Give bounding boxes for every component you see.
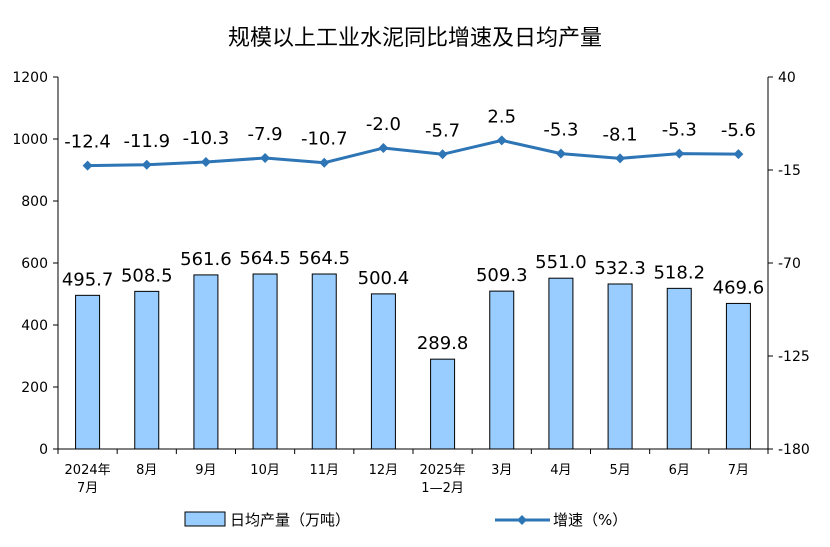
left-tick-label: 0 (39, 442, 48, 458)
bar (725, 302, 751, 450)
bar-data-label: 518.2 (653, 262, 705, 283)
growth-point (674, 148, 685, 159)
x-tick-label: 5月 (609, 463, 630, 478)
line-data-label: -5.7 (425, 120, 460, 141)
x-tick-label: 3月 (491, 463, 512, 478)
bar-data-label: 508.5 (121, 265, 173, 286)
bar-data-label: 509.3 (476, 265, 528, 286)
bar-data-label: 564.5 (239, 248, 291, 269)
line-data-label: -10.3 (183, 128, 230, 149)
growth-line (87, 138, 739, 168)
line-data-label: 2.5 (487, 106, 516, 127)
right-tick-label: -180 (778, 442, 810, 458)
bar-data-label: 561.6 (180, 249, 232, 270)
x-tick-label-line: 3月 (491, 463, 512, 478)
line-data-label: -5.3 (543, 120, 578, 141)
bar-data-label: 500.4 (358, 268, 410, 289)
bar (75, 294, 101, 450)
line-data-label: -8.1 (603, 124, 638, 145)
axes: 0 200 400 600 800 1000 1200 -180 -125 -70 -15 40 202… (12, 70, 809, 496)
line-data-label: -10.7 (301, 129, 348, 150)
growth-point (141, 159, 152, 170)
x-tick-label-line: 4月 (550, 463, 571, 478)
x-tick-label: 2024年 7月 (65, 463, 111, 496)
x-tick-label: 2025年 1—2月 (420, 463, 466, 496)
x-tick-label-line: 2024年 (65, 463, 111, 478)
bar (370, 293, 396, 450)
growth-point (200, 157, 211, 168)
bar-data-label: 564.5 (298, 248, 350, 269)
bar (430, 358, 456, 450)
legend-bar-label: 日均产量（万吨） (230, 511, 350, 529)
left-tick-label: 400 (21, 318, 48, 334)
line-series: -12.4 -11.9 -10.3 -7.9 -10.7 -2.0 -5.7 2.5 -5.3 -… (64, 106, 756, 171)
x-tick-label-line: 12月 (369, 463, 399, 478)
left-tick-label: 600 (21, 256, 48, 272)
left-tick-label: 800 (21, 194, 48, 210)
bar (134, 290, 160, 450)
legend-line-marker (517, 515, 527, 525)
bar-data-label: 469.6 (713, 277, 765, 298)
x-tick-label-line: 5月 (609, 463, 630, 478)
growth-point (733, 149, 744, 160)
right-tick-label: -70 (778, 256, 801, 272)
x-tick-label: 12月 (369, 463, 399, 478)
bar (548, 277, 574, 450)
bar-data-label: 532.3 (594, 258, 646, 279)
x-tick-label: 11月 (309, 463, 339, 478)
left-tick-label: 200 (21, 380, 48, 396)
x-tick-label-line: 10月 (250, 463, 280, 478)
right-tick-label: -15 (778, 163, 801, 179)
x-tick-label: 9月 (195, 463, 216, 478)
x-tick-label-line: 7月 (728, 463, 749, 478)
growth-point (615, 153, 626, 164)
bar (489, 290, 515, 450)
x-tick-label: 4月 (550, 463, 571, 478)
x-tick-label: 8月 (136, 463, 157, 478)
line-data-label: -5.3 (662, 120, 697, 141)
legend: 日均产量（万吨） 增速（%） (184, 511, 627, 529)
bar (193, 274, 219, 450)
line-data-label: -11.9 (123, 131, 170, 152)
growth-point (378, 143, 389, 154)
line-data-label: -2.0 (366, 114, 401, 135)
legend-line-label: 增速（%） (553, 511, 627, 529)
growth-point (319, 157, 330, 168)
bar (666, 287, 692, 450)
growth-point (437, 149, 448, 160)
bar-data-label: 551.0 (535, 252, 587, 273)
growth-point (82, 160, 93, 171)
left-tick-label: 1000 (12, 132, 48, 148)
growth-point (260, 152, 271, 163)
x-tick-label: 6月 (669, 463, 690, 478)
growth-point (555, 148, 566, 159)
growth-point (496, 135, 507, 146)
x-tick-label: 10月 (250, 463, 280, 478)
left-tick-label: 1200 (12, 70, 48, 86)
chart-title: 规模以上工业水泥同比增速及日均产量 (228, 26, 602, 51)
bar (252, 273, 278, 450)
bar (311, 273, 337, 450)
x-tick-label-line: 1—2月 (421, 481, 464, 496)
line-data-label: -5.6 (721, 120, 756, 141)
x-tick-label-line: 7月 (77, 481, 98, 496)
x-tick-label-line: 8月 (136, 463, 157, 478)
bar-data-label: 289.8 (417, 333, 469, 354)
x-tick-label-line: 2025年 (420, 463, 466, 478)
line-data-label: -7.9 (248, 124, 283, 145)
x-tick-label: 7月 (728, 463, 749, 478)
bar (607, 283, 633, 450)
right-tick-label: 40 (778, 70, 796, 86)
right-tick-label: -125 (778, 349, 810, 365)
line-data-label: -12.4 (64, 132, 111, 153)
legend-bar-swatch (184, 511, 226, 527)
bar-data-label: 495.7 (62, 269, 114, 290)
bar-series: 495.7 508.5 561.6 564.5 564.5 500.4 289.8 509.3… (62, 248, 765, 450)
x-tick-label-line: 6月 (669, 463, 690, 478)
x-tick-label-line: 11月 (309, 463, 339, 478)
x-tick-label-line: 9月 (195, 463, 216, 478)
